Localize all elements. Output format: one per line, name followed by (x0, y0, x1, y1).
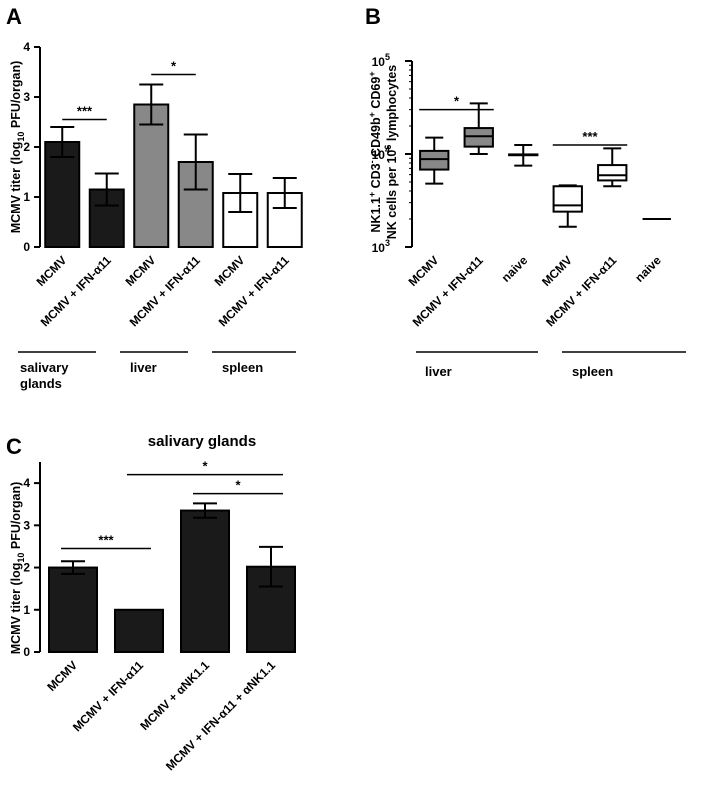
chart-b-significance-label: *** (582, 129, 598, 144)
chart-b-box (463, 127, 494, 148)
chart-b-group-label: liver (425, 364, 452, 379)
chart-c: salivary glands MCMV titer (log10 PFU/or… (9, 433, 296, 773)
chart-c-category-label: MCMV (44, 658, 80, 694)
chart-c-significance-label: *** (98, 533, 114, 548)
chart-c-ylabel: MCMV titer (log10 PFU/organ) (9, 482, 26, 655)
panel-label-b: B (365, 4, 381, 29)
chart-a-ytick-label: 2 (23, 140, 30, 154)
chart-c-bar (48, 566, 98, 653)
chart-c-significance-label: * (202, 459, 208, 474)
chart-c-title: salivary glands (148, 433, 256, 450)
chart-c-ytick-label: 3 (23, 518, 30, 532)
chart-a-ytick-label: 4 (23, 40, 30, 54)
panel-label-a: A (6, 4, 22, 29)
chart-a-significance-label: *** (77, 104, 93, 119)
chart-a-group-label: glands (20, 376, 62, 391)
chart-b-box (552, 185, 583, 213)
chart-a-significance-label: * (171, 59, 177, 74)
chart-a-group-label: spleen (222, 360, 263, 375)
chart-c-ytick-label: 1 (23, 603, 30, 617)
chart-c-bar (180, 509, 230, 653)
chart-b-box (419, 149, 450, 171)
panel-label-c: C (6, 434, 22, 459)
chart-b: NK1.1+ CD3- CD49b+ CD69+ NK cells per 10… (367, 52, 686, 379)
chart-a-category-label: MCMV (212, 253, 248, 289)
chart-a-category-label: MCMV (34, 253, 70, 289)
chart-b-category-label: MCMV (406, 253, 442, 289)
chart-b-category-label: naive (632, 253, 664, 285)
chart-c-category-label: MCMV + αNK1.1 (137, 658, 212, 733)
chart-c-ytick-label: 2 (23, 561, 30, 575)
chart-c-ytick-label: 4 (23, 476, 30, 490)
chart-b-ytick-label: 103 (372, 238, 390, 255)
chart-b-significance-label: * (454, 94, 460, 109)
chart-b-ylabel-line2: NK cells per 106 lymphocytes (383, 65, 399, 240)
chart-a: MCMV titer (log10 PFU/organ) 0 1 2 3 4 MCMV MC… (9, 40, 303, 391)
chart-b-group-label: spleen (572, 364, 613, 379)
chart-a-ytick-label: 0 (23, 240, 30, 254)
chart-a-ylabel: MCMV titer (log10 PFU/organ) (9, 61, 26, 234)
chart-c-ytick-label: 0 (23, 645, 30, 659)
chart-c-significance-label: * (235, 478, 241, 493)
chart-c-bar (114, 608, 164, 653)
chart-a-bar (133, 103, 170, 248)
chart-a-group-label: liver (130, 360, 157, 375)
chart-b-category-label: MCMV (539, 253, 575, 289)
chart-a-ytick-label: 1 (23, 190, 30, 204)
chart-a-ytick-label: 3 (23, 90, 30, 104)
chart-a-group-label: salivary (20, 360, 69, 375)
chart-b-category-label: naive (499, 253, 531, 285)
chart-b-box (597, 164, 628, 182)
chart-c-category-label: MCMV + IFN-α11 + αNK1.1 (163, 658, 278, 773)
chart-b-ylabel-line1: NK1.1+ CD3- CD49b+ CD69+ (367, 71, 383, 232)
chart-c-category-label: MCMV + IFN-α11 (70, 658, 146, 734)
chart-a-category-label: MCMV (123, 253, 159, 289)
